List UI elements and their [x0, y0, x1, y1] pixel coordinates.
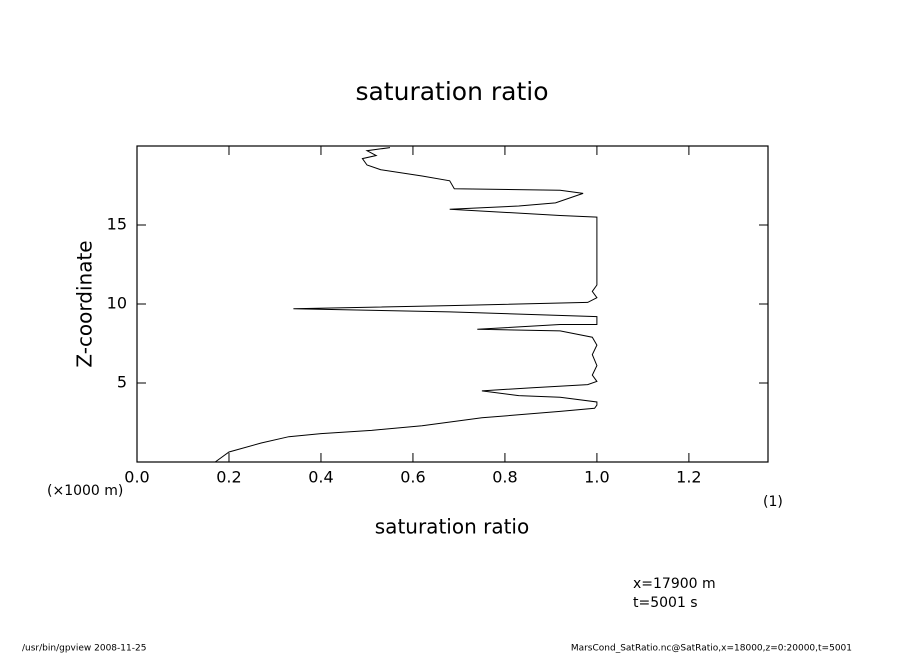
- footer: /usr/bin/gpview 2008-11-25: [22, 644, 146, 654]
- footer: MarsCond_SatRatio.nc@SatRatio,x=18000,z=…: [571, 644, 852, 654]
- x-tick-label: 0.6: [400, 468, 425, 487]
- x-tick-label: 1.0: [584, 468, 609, 487]
- x-axis-label: saturation ratio: [375, 515, 529, 539]
- annotation: x=17900 m: [633, 576, 716, 592]
- x-tick-label: 1.2: [676, 468, 701, 487]
- x-unit: (1): [763, 494, 783, 510]
- y-unit: (×1000 m): [47, 483, 123, 499]
- y-axis-label: Z-coordinate: [73, 240, 97, 367]
- data-line: [214, 147, 598, 463]
- y-tick-label: 10: [107, 294, 127, 313]
- chart-title: saturation ratio: [355, 77, 548, 106]
- x-tick-label: 0.8: [492, 468, 517, 487]
- annotation: t=5001 s: [633, 595, 698, 611]
- y-tick-label: 15: [107, 215, 127, 234]
- y-tick-label: 5: [117, 373, 127, 392]
- x-tick-label: 0.0: [124, 468, 149, 487]
- x-tick-label: 0.2: [216, 468, 241, 487]
- x-tick-label: 0.4: [308, 468, 333, 487]
